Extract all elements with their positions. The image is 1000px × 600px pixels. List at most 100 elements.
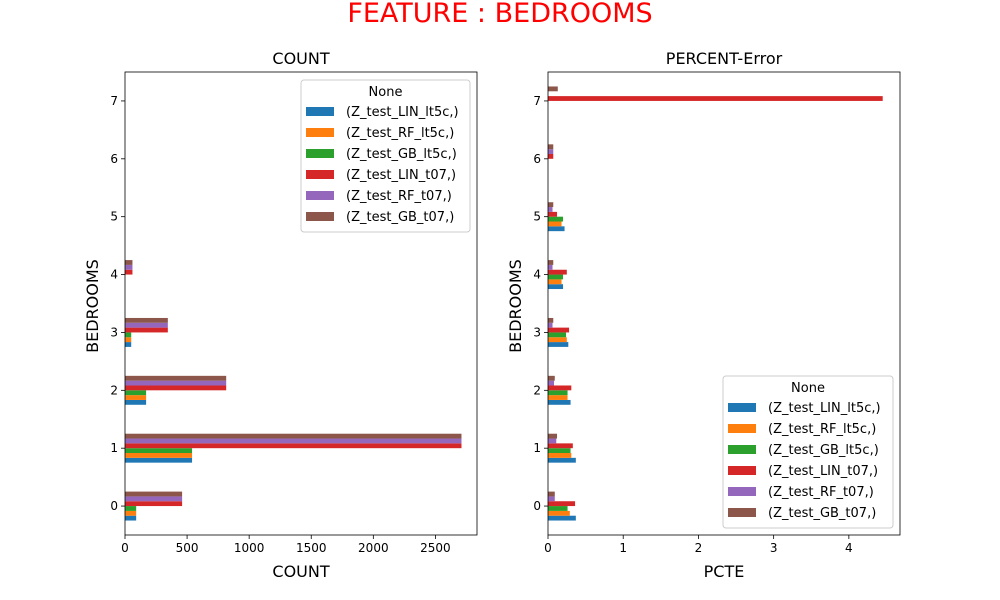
chart1-legend-swatch-4: [728, 487, 756, 496]
chart0-bar-s2-c1: [125, 448, 193, 454]
chart0-bar-s3-c2: [125, 385, 227, 391]
chart0-xtick-label-2: 1000: [234, 541, 265, 555]
chart0-bar-s1-c3: [125, 337, 132, 343]
chart1-bar-s1-c4: [548, 279, 562, 285]
chart-count-ylabel: BEDROOMS: [83, 259, 102, 353]
chart1-bar-s3-c6: [548, 153, 554, 159]
chart0-ytick-label-4: 4: [110, 268, 118, 282]
chart1-legend-swatch-3: [728, 466, 756, 475]
chart1-bar-s5-c5: [548, 202, 554, 208]
chart1-bar-s1-c1: [548, 453, 572, 458]
chart1-legend-label-0: (Z_test_LIN_lt5c,): [768, 401, 881, 416]
chart1-bar-s1-c0: [548, 510, 570, 516]
chart0-xtick-label-5: 2500: [420, 541, 451, 555]
chart0-bar-s4-c3: [125, 322, 168, 328]
chart1-bar-s3-c2: [548, 385, 572, 391]
chart0-axes-frame: [124, 71, 478, 536]
chart0-xtick-label-0: 0: [121, 541, 129, 555]
chart0-legend-label-0: (Z_test_LIN_lt5c,): [346, 105, 459, 120]
chart1-xtick-label-4: 4: [845, 541, 853, 555]
chart0-bar-s0-c0: [125, 515, 137, 521]
chart0-legend-swatch-0: [306, 107, 334, 116]
chart-percent-error-plot: 0 1 2 3 4 0 1 2 3 4 5 6 7 None (Z_test_LIN_lt5c,) (Z_te…: [533, 71, 901, 555]
chart0-bar-s5-c1: [125, 433, 462, 439]
chart1-bar-s4-c1: [548, 438, 557, 444]
chart1-bar-s5-c3: [548, 317, 554, 323]
chart1-bar-s2-c5: [548, 216, 564, 222]
chart-percent-error-ylabel: BEDROOMS: [506, 259, 525, 353]
chart1-bar-s3-c7: [548, 96, 883, 101]
chart1-legend-label-5: (Z_test_GB_t07,): [768, 506, 876, 521]
chart1-ytick-label-1: 1: [533, 441, 541, 455]
chart0-bar-s3-c3: [125, 327, 168, 333]
chart1-bar-s5-c2: [548, 375, 555, 381]
chart0-ytick-label-6: 6: [110, 152, 118, 166]
chart0-bar-s4-c1: [125, 438, 462, 444]
chart0-bar-s2-c0: [125, 506, 137, 511]
chart1-xtick-label-3: 3: [770, 541, 778, 555]
chart1-legend-swatch-5: [728, 508, 756, 517]
chart1-ytick-label-7: 7: [533, 94, 541, 108]
chart0-legend-label-1: (Z_test_RF_lt5c,): [346, 126, 454, 141]
chart0-ytick-label-2: 2: [110, 383, 118, 397]
chart0-bar-s5-c4: [125, 260, 133, 265]
chart1-legend-box: [722, 375, 894, 529]
chart1-bar-s2-c1: [548, 448, 571, 454]
chart1-bar-s1-c3: [548, 337, 567, 343]
chart1-xtick-label-0: 0: [544, 541, 552, 555]
chart0-legend-label-4: (Z_test_RF_t07,): [346, 189, 452, 204]
chart0-bar-s4-c0: [125, 496, 183, 502]
chart1-legend-label-3: (Z_test_LIN_t07,): [768, 464, 878, 479]
chart1-bar-s2-c3: [548, 332, 567, 338]
chart0-bar-s1-c2: [125, 395, 147, 400]
chart1-bar-s5-c0: [548, 491, 555, 497]
chart0-ytick-label-3: 3: [110, 325, 118, 339]
chart0-bar-s4-c4: [125, 264, 133, 270]
chart0-bar-s3-c0: [125, 501, 183, 507]
chart0-legend-swatch-5: [306, 212, 334, 221]
chart1-legend-swatch-1: [728, 424, 756, 433]
chart0-legend-label-5: (Z_test_GB_t07,): [346, 210, 454, 225]
chart0-legend-swatch-1: [306, 128, 334, 137]
chart1-legend-label-4: (Z_test_RF_t07,): [768, 485, 874, 500]
chart-percent-error-title: PERCENT-Error: [666, 49, 783, 68]
chart1-bar-s1-c2: [548, 395, 568, 400]
figure-title: FEATURE : BEDROOMS: [347, 0, 652, 29]
chart1-bar-s4-c5: [548, 207, 553, 212]
chart0-bar-s4-c2: [125, 380, 227, 386]
chart0-xtick-label-1: 500: [176, 541, 199, 555]
chart0-legend-swatch-4: [306, 191, 334, 200]
chart1-bar-s3-c3: [548, 327, 570, 333]
chart1-legend-title: None: [791, 381, 825, 396]
chart1-legend-swatch-0: [728, 403, 756, 412]
chart0-bar-s0-c1: [125, 457, 193, 463]
chart1-bar-s2-c0: [548, 506, 568, 511]
chart0-bar-s2-c2: [125, 390, 147, 396]
chart0-legend-swatch-3: [306, 170, 334, 179]
chart0-legend-label-2: (Z_test_GB_lt5c,): [346, 147, 457, 162]
chart-count-plot: 0 500 1000 1500 2000 2500 0 1 2 3 4 5 6 7 None (Z_test_…: [110, 71, 478, 555]
chart1-bar-s5-c6: [548, 144, 554, 150]
chart1-ytick-label-2: 2: [533, 383, 541, 397]
chart0-bar-s0-c2: [125, 399, 147, 405]
chart1-bar-s4-c0: [548, 496, 555, 502]
chart1-bar-s0-c3: [548, 342, 569, 347]
chart0-legend-box: [300, 79, 471, 233]
chart0-legend-swatch-2: [306, 149, 334, 158]
chart1-bar-s4-c4: [548, 264, 553, 270]
chart0-bar-s3-c1: [125, 443, 462, 449]
chart1-bar-s2-c2: [548, 390, 568, 396]
chart1-ytick-label-4: 4: [533, 268, 541, 282]
chart1-bar-s3-c4: [548, 269, 567, 275]
chart0-bar-s0-c3: [125, 342, 132, 347]
chart0-ytick-label-5: 5: [110, 210, 118, 224]
chart0-bar-s5-c3: [125, 317, 168, 323]
chart1-bar-s3-c5: [548, 211, 558, 217]
chart0-xtick-label-4: 2000: [358, 541, 389, 555]
chart1-bar-s5-c4: [548, 260, 554, 265]
chart1-ytick-label-5: 5: [533, 210, 541, 224]
chart0-legend-label-3: (Z_test_LIN_t07,): [346, 168, 456, 183]
chart0-bar-s1-c1: [125, 453, 193, 458]
chart0-xtick-label-3: 1500: [296, 541, 327, 555]
